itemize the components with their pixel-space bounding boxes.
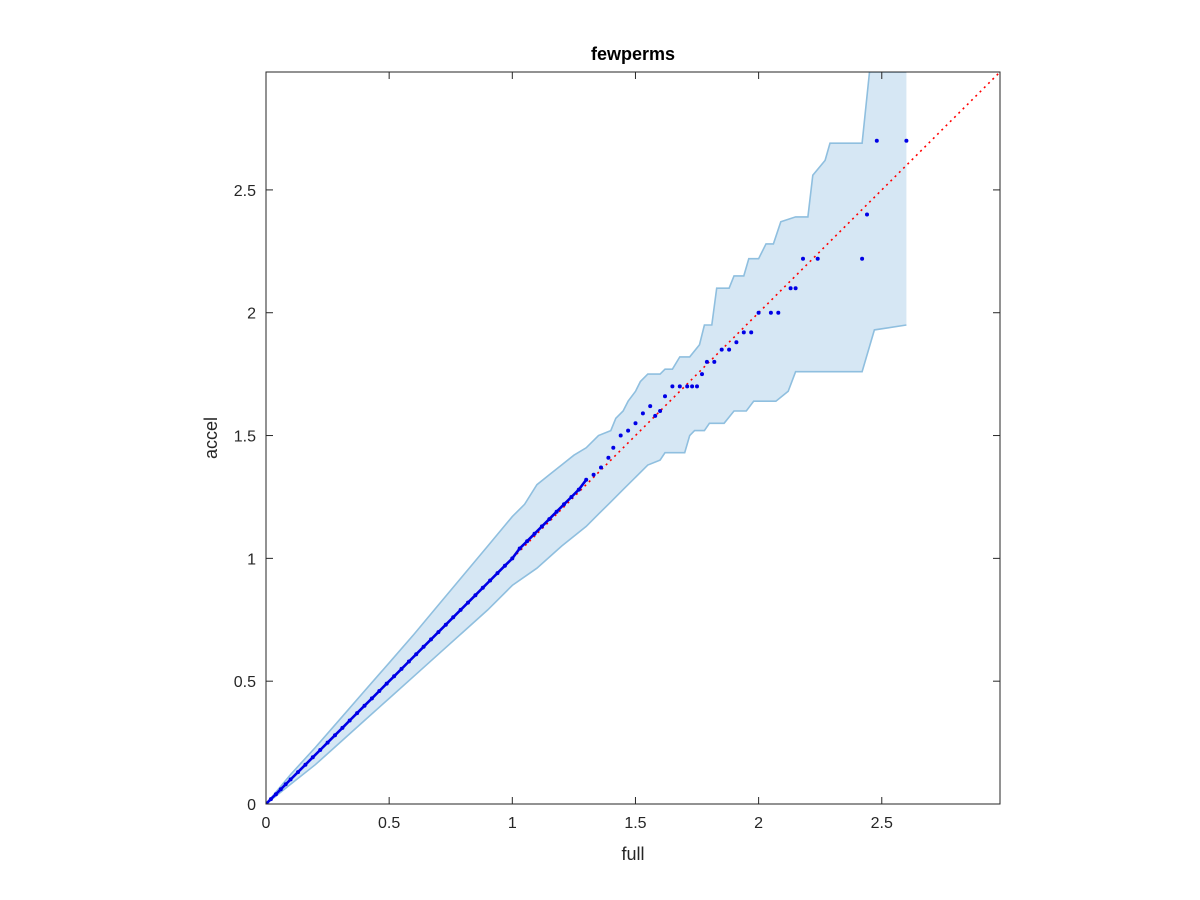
data-point xyxy=(695,384,699,389)
data-point xyxy=(712,359,717,364)
x-tick-label: 2 xyxy=(754,815,763,832)
data-point xyxy=(801,256,805,261)
data-point xyxy=(606,455,611,460)
data-point xyxy=(776,310,781,315)
confidence-band-upper xyxy=(266,72,907,804)
data-point xyxy=(648,404,653,409)
data-point xyxy=(768,310,773,315)
data-point xyxy=(874,138,879,143)
data-point xyxy=(633,421,638,426)
data-point xyxy=(788,286,793,291)
data-point xyxy=(677,384,682,389)
data-point xyxy=(741,330,746,335)
data-point xyxy=(611,445,616,450)
confidence-band-layer xyxy=(266,72,907,804)
x-tick-label: 1.5 xyxy=(624,815,646,832)
data-point xyxy=(591,472,596,477)
x-tick-label: 2.5 xyxy=(871,815,893,832)
data-point xyxy=(690,384,695,389)
data-point xyxy=(727,347,732,352)
data-point xyxy=(860,256,865,261)
data-point xyxy=(749,330,754,335)
data-point xyxy=(685,384,690,389)
axis-ticks-layer: 0 0.5 1 1.5 2 2.5 0 0.5 1 1.5 2 2.5 xyxy=(234,72,1000,832)
data-point xyxy=(756,310,761,315)
y-tick-label: 0.5 xyxy=(234,674,256,691)
data-point xyxy=(640,411,645,416)
data-point xyxy=(719,347,724,352)
data-point xyxy=(904,138,909,143)
confidence-band-lower xyxy=(266,324,907,804)
data-point xyxy=(793,286,798,291)
y-tick-label: 2 xyxy=(247,306,256,323)
data-points-dense-trace xyxy=(266,479,588,804)
data-point xyxy=(653,413,658,418)
data-point xyxy=(865,212,869,217)
data-point xyxy=(626,428,631,433)
data-point xyxy=(618,433,623,438)
y-tick-label: 1 xyxy=(247,551,256,568)
x-axis-label: full xyxy=(621,844,644,864)
y-tick-label: 1.5 xyxy=(234,429,256,446)
confidence-band-fill xyxy=(266,72,907,804)
data-points-layer xyxy=(266,138,909,804)
data-point xyxy=(658,409,663,413)
data-point xyxy=(704,359,709,364)
y-tick-label: 0 xyxy=(247,797,256,814)
x-tick-label: 0.5 xyxy=(378,815,400,832)
y-axis-label: accel xyxy=(201,417,221,459)
data-point xyxy=(734,340,739,345)
y-tick-label: 2.5 xyxy=(234,183,256,200)
data-point xyxy=(700,372,704,377)
data-point xyxy=(815,256,820,261)
data-point xyxy=(663,394,667,399)
axes-box xyxy=(265,71,1001,805)
x-tick-label: 1 xyxy=(508,815,517,832)
x-tick-label: 0 xyxy=(262,815,271,832)
data-point xyxy=(599,465,603,470)
chart-title: fewperms xyxy=(591,44,675,64)
data-point xyxy=(670,384,675,389)
